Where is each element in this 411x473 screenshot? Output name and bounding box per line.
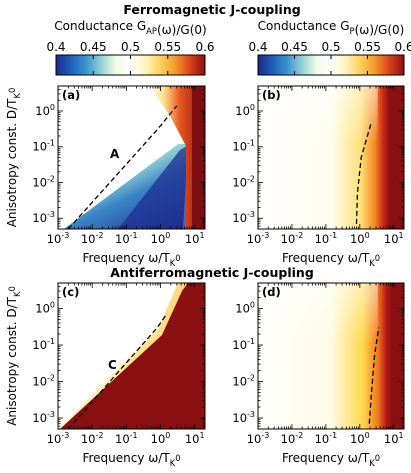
panel-label: (a) [62,88,80,102]
y-tick-label: 10-3 [232,210,255,225]
colorbar-tick-label: 0.5 [321,40,340,54]
heatmap-peak-band [192,86,205,229]
panel-a: 10-3 10-2 10-1 100 101 10-3 10-2 10-1 100 Frequen… [5,85,206,268]
y-tick-label: 100 [35,103,55,118]
heatmap-top-fade [258,283,378,429]
x-tick-label: 101 [384,431,404,446]
colorbar-ap: Conductance GAP(ω)/G(0) 0.4 0.45 0.5 0.55 0.6 [46,19,215,76]
y-tick-label: 10-3 [32,210,55,225]
colorbar-tick-label: 0.6 [195,40,214,54]
panel-label: (b) [262,88,281,102]
x-tick-label: 10-2 [281,231,304,246]
panel-b: 10-3 10-2 10-1 100 101 10-3 10-2 10-1 100 Frequen… [232,85,405,268]
x-tick-label: 10-2 [81,431,104,446]
heatmap-high-region [60,283,205,429]
y-tick-label: 10-3 [32,410,55,425]
x-tick-label: 10-3 [247,431,270,446]
colorbar-tick-label: 0.45 [281,40,308,54]
x-tick-label: 100 [350,431,370,446]
colorbar-tick-label: 0.55 [154,40,181,54]
y-tick-label: 10-1 [232,337,255,352]
dashed-guide-line [368,327,380,424]
x-tick-label: 10-1 [315,431,338,446]
curve-annotation: C [108,358,117,372]
y-tick-label: 100 [35,300,55,315]
section-title-antiferromagnetic: Antiferromagnetic J-coupling [110,265,314,280]
y-tick-label: 10-2 [32,373,55,388]
colorbar-tick-label: 0.55 [354,40,381,54]
colorbar-tick-label: 0.45 [80,40,107,54]
y-tick-label: 10-2 [32,174,55,189]
y-tick-label: 10-2 [232,373,255,388]
panel-d: 10-3 10-2 10-1 100 101 10-3 10-2 10-1 100 Frequen… [232,282,405,468]
colorbar-tick-label: 0.6 [394,40,411,54]
x-tick-label: 100 [151,231,171,246]
dashed-guide-line [355,121,373,224]
x-tick-label: 10-3 [247,231,270,246]
y-tick-label: 10-1 [32,139,55,154]
y-tick-label: 100 [235,103,255,118]
x-tick-label: 10-1 [315,231,338,246]
x-tick-label: 10-1 [115,231,138,246]
x-tick-label: 10-2 [281,431,304,446]
y-axis-label: Anisotropy const. D/TK0 [5,88,22,228]
heatmap-high-region [150,86,205,229]
x-axis-label: Frequency ω/TK0 [82,251,180,268]
x-tick-label: 10-1 [115,431,138,446]
x-tick-label: 101 [185,431,205,446]
panel-c: 10-3 10-2 10-1 100 101 10-3 10-2 10-1 100 Frequen… [5,282,206,468]
colorbar-label: Conductance GP(ω)/G(0) [258,19,405,37]
heatmap-top-fade [258,86,378,229]
y-axis-label: Anisotropy const. D/TK0 [5,286,22,426]
x-tick-label: 100 [350,231,370,246]
colorbar-tick-label: 0.5 [121,40,140,54]
x-tick-label: 100 [151,431,171,446]
y-tick-label: 10-2 [232,174,255,189]
x-axis-label: Frequency ω/TK0 [282,251,380,268]
y-tick-label: 100 [235,300,255,315]
y-tick-label: 10-3 [232,410,255,425]
section-title-ferromagnetic: Ferromagnetic J-coupling [123,2,300,17]
colorbar-p: Conductance GP(ω)/G(0) 0.4 0.45 0.5 0.55 0.6 [248,19,411,76]
x-tick-label: 10-2 [81,231,104,246]
dashed-guide-line [67,313,168,429]
y-tick-label: 10-1 [232,139,255,154]
colorbar-tick-label: 0.4 [248,40,267,54]
x-axis-label: Frequency ω/TK0 [82,451,180,468]
curve-annotation: A [110,147,120,161]
x-tick-label: 10-3 [47,431,70,446]
y-tick-label: 10-1 [32,337,55,352]
x-tick-label: 10-3 [47,231,70,246]
dashed-guide-line [67,105,178,229]
colorbar-label: Conductance GAP(ω)/G(0) [54,19,206,37]
panel-label: (d) [262,285,281,299]
x-axis-label: Frequency ω/TK0 [282,451,380,468]
colorbar-tick-label: 0.4 [46,40,65,54]
x-tick-label: 101 [185,231,205,246]
panel-label: (c) [62,285,79,299]
x-tick-label: 101 [384,231,404,246]
heatmap-deep-low-region [118,146,188,229]
